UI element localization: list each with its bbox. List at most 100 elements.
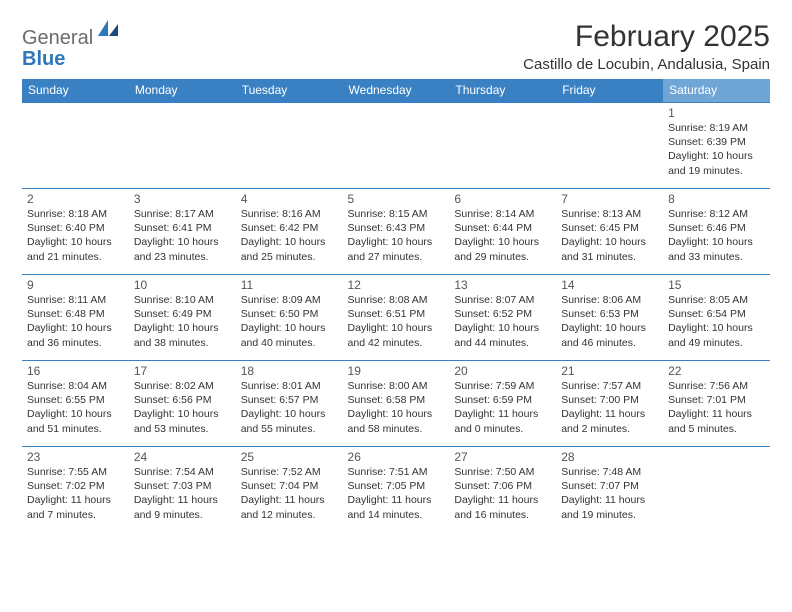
daylight-text: and 40 minutes. [241, 336, 338, 350]
calendar-day-cell: 22Sunrise: 7:56 AMSunset: 7:01 PMDayligh… [663, 361, 770, 447]
daylight-text: and 16 minutes. [454, 508, 551, 522]
day-number: 8 [668, 192, 765, 206]
daylight-text: Daylight: 11 hours [561, 407, 658, 421]
calendar-day-cell: 3Sunrise: 8:17 AMSunset: 6:41 PMDaylight… [129, 189, 236, 275]
daylight-text: Daylight: 10 hours [668, 321, 765, 335]
calendar-day-cell: 17Sunrise: 8:02 AMSunset: 6:56 PMDayligh… [129, 361, 236, 447]
daylight-text: and 31 minutes. [561, 250, 658, 264]
sunset-text: Sunset: 6:46 PM [668, 221, 765, 235]
daylight-text: Daylight: 11 hours [134, 493, 231, 507]
daylight-text: and 42 minutes. [348, 336, 445, 350]
daylight-text: and 38 minutes. [134, 336, 231, 350]
day-number: 2 [27, 192, 124, 206]
daylight-text: and 0 minutes. [454, 422, 551, 436]
logo: General Blue [22, 20, 120, 70]
day-number: 25 [241, 450, 338, 464]
day-number: 22 [668, 364, 765, 378]
sunset-text: Sunset: 6:50 PM [241, 307, 338, 321]
sunrise-text: Sunrise: 8:18 AM [27, 207, 124, 221]
calendar-day-cell [22, 103, 129, 189]
daylight-text: Daylight: 10 hours [668, 235, 765, 249]
header-tuesday: Tuesday [236, 79, 343, 103]
daylight-text: and 19 minutes. [668, 164, 765, 178]
daylight-text: Daylight: 10 hours [27, 407, 124, 421]
sunrise-text: Sunrise: 8:17 AM [134, 207, 231, 221]
sunset-text: Sunset: 6:45 PM [561, 221, 658, 235]
sunrise-text: Sunrise: 7:51 AM [348, 465, 445, 479]
daylight-text: and 55 minutes. [241, 422, 338, 436]
calendar-day-cell [663, 447, 770, 533]
sunrise-text: Sunrise: 8:07 AM [454, 293, 551, 307]
header: General Blue February 2025 Castillo de L… [22, 20, 770, 73]
calendar-day-cell: 9Sunrise: 8:11 AMSunset: 6:48 PMDaylight… [22, 275, 129, 361]
day-number: 12 [348, 278, 445, 292]
calendar-day-cell: 11Sunrise: 8:09 AMSunset: 6:50 PMDayligh… [236, 275, 343, 361]
daylight-text: Daylight: 11 hours [668, 407, 765, 421]
day-number: 26 [348, 450, 445, 464]
daylight-text: Daylight: 10 hours [348, 407, 445, 421]
calendar-week-row: 2Sunrise: 8:18 AMSunset: 6:40 PMDaylight… [22, 189, 770, 275]
daylight-text: and 25 minutes. [241, 250, 338, 264]
calendar-day-cell [343, 103, 450, 189]
header-saturday: Saturday [663, 79, 770, 103]
sunrise-text: Sunrise: 8:16 AM [241, 207, 338, 221]
sunrise-text: Sunrise: 7:52 AM [241, 465, 338, 479]
calendar-day-cell: 10Sunrise: 8:10 AMSunset: 6:49 PMDayligh… [129, 275, 236, 361]
calendar-day-cell [449, 103, 556, 189]
calendar-week-row: 9Sunrise: 8:11 AMSunset: 6:48 PMDaylight… [22, 275, 770, 361]
day-number: 20 [454, 364, 551, 378]
daylight-text: and 21 minutes. [27, 250, 124, 264]
daylight-text: Daylight: 10 hours [561, 235, 658, 249]
location-subtitle: Castillo de Locubin, Andalusia, Spain [523, 56, 770, 73]
sunset-text: Sunset: 6:43 PM [348, 221, 445, 235]
sunset-text: Sunset: 6:55 PM [27, 393, 124, 407]
sunset-text: Sunset: 6:56 PM [134, 393, 231, 407]
sunset-text: Sunset: 6:42 PM [241, 221, 338, 235]
sunrise-text: Sunrise: 7:48 AM [561, 465, 658, 479]
day-number: 11 [241, 278, 338, 292]
sunrise-text: Sunrise: 8:15 AM [348, 207, 445, 221]
header-monday: Monday [129, 79, 236, 103]
calendar-day-cell: 19Sunrise: 8:00 AMSunset: 6:58 PMDayligh… [343, 361, 450, 447]
sunset-text: Sunset: 6:52 PM [454, 307, 551, 321]
sunset-text: Sunset: 6:57 PM [241, 393, 338, 407]
sunset-text: Sunset: 6:51 PM [348, 307, 445, 321]
sunset-text: Sunset: 6:54 PM [668, 307, 765, 321]
daylight-text: and 49 minutes. [668, 336, 765, 350]
calendar-day-cell: 6Sunrise: 8:14 AMSunset: 6:44 PMDaylight… [449, 189, 556, 275]
sunset-text: Sunset: 7:03 PM [134, 479, 231, 493]
day-number: 16 [27, 364, 124, 378]
calendar-day-cell: 20Sunrise: 7:59 AMSunset: 6:59 PMDayligh… [449, 361, 556, 447]
day-number: 5 [348, 192, 445, 206]
calendar-day-cell: 25Sunrise: 7:52 AMSunset: 7:04 PMDayligh… [236, 447, 343, 533]
calendar-day-cell: 12Sunrise: 8:08 AMSunset: 6:51 PMDayligh… [343, 275, 450, 361]
sunrise-text: Sunrise: 8:14 AM [454, 207, 551, 221]
sunrise-text: Sunrise: 7:57 AM [561, 379, 658, 393]
day-number: 23 [27, 450, 124, 464]
calendar-day-cell: 23Sunrise: 7:55 AMSunset: 7:02 PMDayligh… [22, 447, 129, 533]
sunrise-text: Sunrise: 7:50 AM [454, 465, 551, 479]
sunrise-text: Sunrise: 8:05 AM [668, 293, 765, 307]
day-number: 9 [27, 278, 124, 292]
day-number: 28 [561, 450, 658, 464]
daylight-text: and 12 minutes. [241, 508, 338, 522]
daylight-text: Daylight: 11 hours [454, 493, 551, 507]
day-number: 18 [241, 364, 338, 378]
daylight-text: Daylight: 11 hours [241, 493, 338, 507]
sunrise-text: Sunrise: 7:54 AM [134, 465, 231, 479]
daylight-text: and 2 minutes. [561, 422, 658, 436]
daylight-text: and 9 minutes. [134, 508, 231, 522]
day-number: 15 [668, 278, 765, 292]
daylight-text: and 44 minutes. [454, 336, 551, 350]
calendar-body: 1Sunrise: 8:19 AMSunset: 6:39 PMDaylight… [22, 103, 770, 533]
daylight-text: Daylight: 10 hours [134, 321, 231, 335]
daylight-text: Daylight: 10 hours [27, 321, 124, 335]
daylight-text: and 33 minutes. [668, 250, 765, 264]
day-number: 4 [241, 192, 338, 206]
sunrise-text: Sunrise: 8:19 AM [668, 121, 765, 135]
sunset-text: Sunset: 6:48 PM [27, 307, 124, 321]
sunrise-text: Sunrise: 8:02 AM [134, 379, 231, 393]
sunset-text: Sunset: 6:53 PM [561, 307, 658, 321]
calendar-week-row: 16Sunrise: 8:04 AMSunset: 6:55 PMDayligh… [22, 361, 770, 447]
calendar-day-cell: 18Sunrise: 8:01 AMSunset: 6:57 PMDayligh… [236, 361, 343, 447]
